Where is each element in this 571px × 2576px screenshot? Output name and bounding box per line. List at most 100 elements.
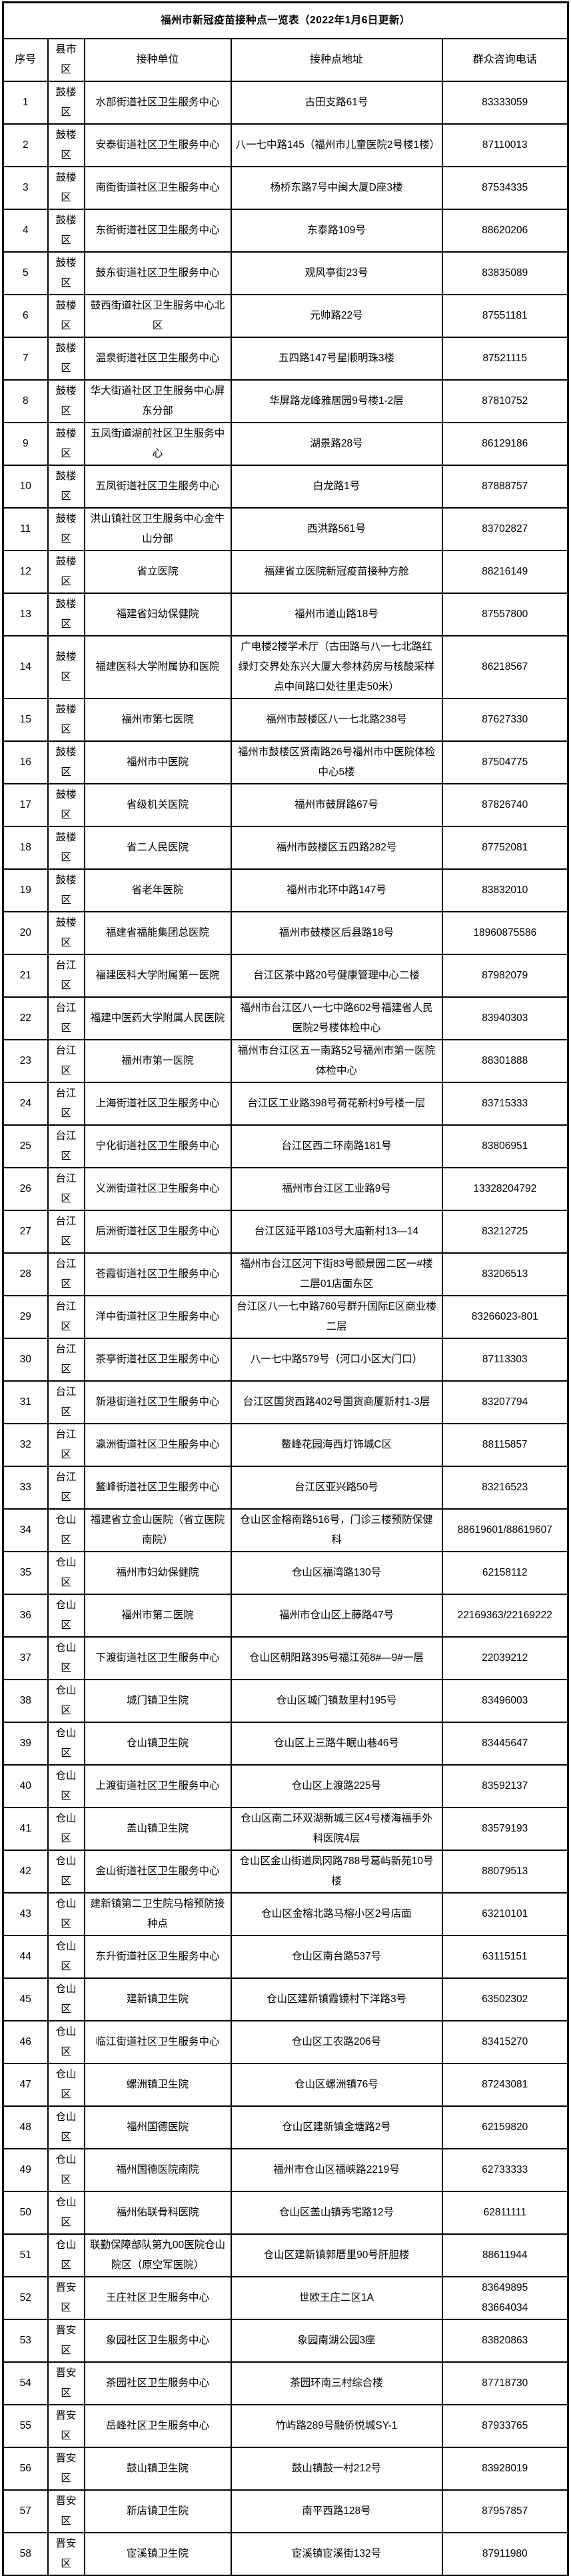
cell-unit: 鼓西街道社区卫生服务中心北区	[83, 294, 232, 338]
table-row: 44 仓山区 东升街道社区卫生服务中心 仓山区南台路537号 63115151	[2, 1935, 569, 1979]
cell-phone: 83212725	[441, 1210, 569, 1254]
cell-phone: 87888757	[441, 465, 569, 509]
cell-unit: 新店镇卫生院	[83, 2489, 232, 2533]
cell-district: 仓山区	[47, 2191, 85, 2235]
cell-phone: 83592137	[441, 1764, 569, 1808]
column-header-district: 县市区	[47, 38, 85, 82]
cell-unit: 上渡街道社区卫生服务中心	[83, 1764, 232, 1808]
cell-district: 仓山区	[47, 1679, 85, 1723]
cell-address: 仓山区南台路537号	[230, 1935, 443, 1979]
cell-phone: 83928019	[441, 2447, 569, 2491]
cell-index: 16	[2, 740, 49, 784]
cell-unit: 下渡街道社区卫生服务中心	[83, 1636, 232, 1680]
table-row: 46 仓山区 临江街道社区卫生服务中心 仓山区工农路206号 83415270	[2, 2020, 569, 2064]
table-row: 32 台江区 瀛洲街道社区卫生服务中心 鳌峰花园海西灯饰城C区 88115857	[2, 1423, 569, 1467]
cell-unit: 洋中街道社区卫生服务中心	[83, 1295, 232, 1339]
page-title: 福州市新冠疫苗接种点一览表（2022年1月6日更新）	[2, 1, 569, 39]
cell-phone: 83579193	[441, 1807, 569, 1851]
cell-district: 台江区	[47, 1423, 85, 1467]
cell-index: 6	[2, 294, 49, 338]
cell-phone: 83216523	[441, 1466, 569, 1510]
cell-phone: 83940303	[441, 996, 569, 1040]
cell-address: 台江区西二环南路181号	[230, 1124, 443, 1168]
cell-unit: 福建中医药大学附属人民医院	[83, 996, 232, 1040]
table-row: 55 晋安区 岳峰社区卫生服务中心 竹屿路289号融侨悦城SY-1 879337…	[2, 2404, 569, 2448]
cell-address: 台江区茶中路20号健康管理中心二楼	[230, 954, 443, 998]
cell-unit: 省级机关医院	[83, 783, 232, 827]
cell-address: 元帅路22号	[230, 294, 443, 338]
cell-phone: 83715333	[441, 1082, 569, 1126]
cell-district: 鼓楼区	[47, 209, 85, 253]
cell-unit: 苍霞街道社区卫生服务中心	[83, 1252, 232, 1296]
cell-address: 仓山区盖山镇秀宅路12号	[230, 2191, 443, 2235]
cell-phone: 62158112	[441, 1551, 569, 1595]
table-row: 40 仓山区 上渡街道社区卫生服务中心 仓山区上渡路225号 83592137	[2, 1764, 569, 1808]
cell-address: 福州市鼓屏路67号	[230, 783, 443, 827]
table-row: 35 仓山区 福州市妇幼保健院 仓山区福湾路130号 62158112	[2, 1551, 569, 1595]
cell-index: 30	[2, 1338, 49, 1382]
cell-phone: 87243081	[441, 2063, 569, 2107]
cell-unit: 福建医科大学附属第一医院	[83, 954, 232, 998]
title-row: 福州市新冠疫苗接种点一览表（2022年1月6日更新）	[2, 1, 569, 39]
cell-unit: 福州市第七医院	[83, 698, 232, 742]
cell-unit: 建新镇卫生院	[83, 1977, 232, 2021]
cell-address: 福州市台江区八一七中路602号福建省人民医院2号楼体检中心	[230, 996, 443, 1040]
table-row: 26 台江区 义洲街道社区卫生服务中心 福州市台江区工业路9号 13328204…	[2, 1167, 569, 1211]
table-row: 23 台江区 福州市第一医院 福州市台江区五一南路52号福州市第一医院体检中心 …	[2, 1039, 569, 1083]
cell-address: 仓山区南二环双湖新城三区4号楼海福手外科医院4层	[230, 1807, 443, 1851]
cell-phone: 88115857	[441, 1423, 569, 1467]
cell-district: 鼓楼区	[47, 379, 85, 423]
cell-phone: 87911980	[441, 2532, 569, 2576]
cell-district: 晋安区	[47, 2447, 85, 2491]
cell-index: 41	[2, 1807, 49, 1851]
cell-index: 45	[2, 1977, 49, 2021]
cell-index: 11	[2, 507, 49, 551]
cell-district: 鼓楼区	[47, 337, 85, 381]
table-row: 45 仓山区 建新镇卫生院 仓山区建新镇霞镜村下洋路3号 63502302	[2, 1977, 569, 2021]
cell-index: 35	[2, 1551, 49, 1595]
cell-index: 27	[2, 1210, 49, 1254]
cell-district: 鼓楼区	[47, 740, 85, 784]
cell-district: 仓山区	[47, 1594, 85, 1638]
cell-phone: 13328204792	[441, 1167, 569, 1211]
cell-index: 20	[2, 911, 49, 955]
cell-address: 福州市鼓楼区贤南路26号福州市中医院体检中心5楼	[230, 740, 443, 784]
cell-index: 58	[2, 2532, 49, 2576]
cell-district: 鼓楼区	[47, 911, 85, 955]
cell-address: 象园南湖公园3座	[230, 2319, 443, 2363]
cell-district: 鼓楼区	[47, 868, 85, 912]
cell-district: 台江区	[47, 1039, 85, 1083]
table-row: 11 鼓楼区 洪山镇社区卫生服务中心金牛山分部 西洪路561号 83702827	[2, 507, 569, 551]
cell-index: 50	[2, 2191, 49, 2235]
table-row: 14 鼓楼区 福建医科大学附属协和医院 广电楼2楼学术厅（古田路与八一七北路红绿…	[2, 635, 569, 699]
table-row: 33 台江区 鳌峰街道社区卫生服务中心 台江区亚兴路50号 83216523	[2, 1466, 569, 1510]
cell-address: 世欧王庄二区1A	[230, 2276, 443, 2320]
cell-district: 台江区	[47, 1380, 85, 1424]
cell-index: 29	[2, 1295, 49, 1339]
cell-index: 57	[2, 2489, 49, 2533]
cell-district: 仓山区	[47, 1551, 85, 1595]
cell-phone: 62159820	[441, 2105, 569, 2149]
cell-index: 12	[2, 550, 49, 594]
cell-address: 仓山区建新镇郭厝里90号肝胆楼	[230, 2233, 443, 2277]
column-header-phone: 群众咨询电话	[441, 38, 569, 82]
cell-phone: 63115151	[441, 1935, 569, 1979]
cell-unit: 盖山镇卫生院	[83, 1807, 232, 1851]
cell-address: 福州市鼓楼区后县路18号	[230, 911, 443, 955]
cell-unit: 东升街道社区卫生服务中心	[83, 1935, 232, 1979]
cell-address: 福州市北环中路147号	[230, 868, 443, 912]
table-row: 57 晋安区 新店镇卫生院 南平西路128号 87957857	[2, 2489, 569, 2533]
cell-unit: 南街街道社区卫生服务中心	[83, 166, 232, 210]
cell-address: 古田支路61号	[230, 81, 443, 125]
cell-unit: 王庄社区卫生服务中心	[83, 2276, 232, 2320]
table-row: 10 鼓楼区 五凤街道社区卫生服务中心 白龙路1号 87888757	[2, 465, 569, 509]
table-body: 1 鼓楼区 水部街道社区卫生服务中心 古田支路61号 83333059 2 鼓楼…	[2, 81, 569, 2576]
cell-district: 台江区	[47, 996, 85, 1040]
cell-unit: 后洲街道社区卫生服务中心	[83, 1210, 232, 1254]
cell-index: 15	[2, 698, 49, 742]
table-row: 5 鼓楼区 鼓东街道社区卫生服务中心 观风亭街23号 83835089	[2, 251, 569, 295]
table-row: 49 仓山区 福州国德医院南院 福州市仓山区福峡路2219号 62733333	[2, 2148, 569, 2192]
cell-index: 13	[2, 593, 49, 637]
cell-phone: 87504775	[441, 740, 569, 784]
cell-index: 21	[2, 954, 49, 998]
